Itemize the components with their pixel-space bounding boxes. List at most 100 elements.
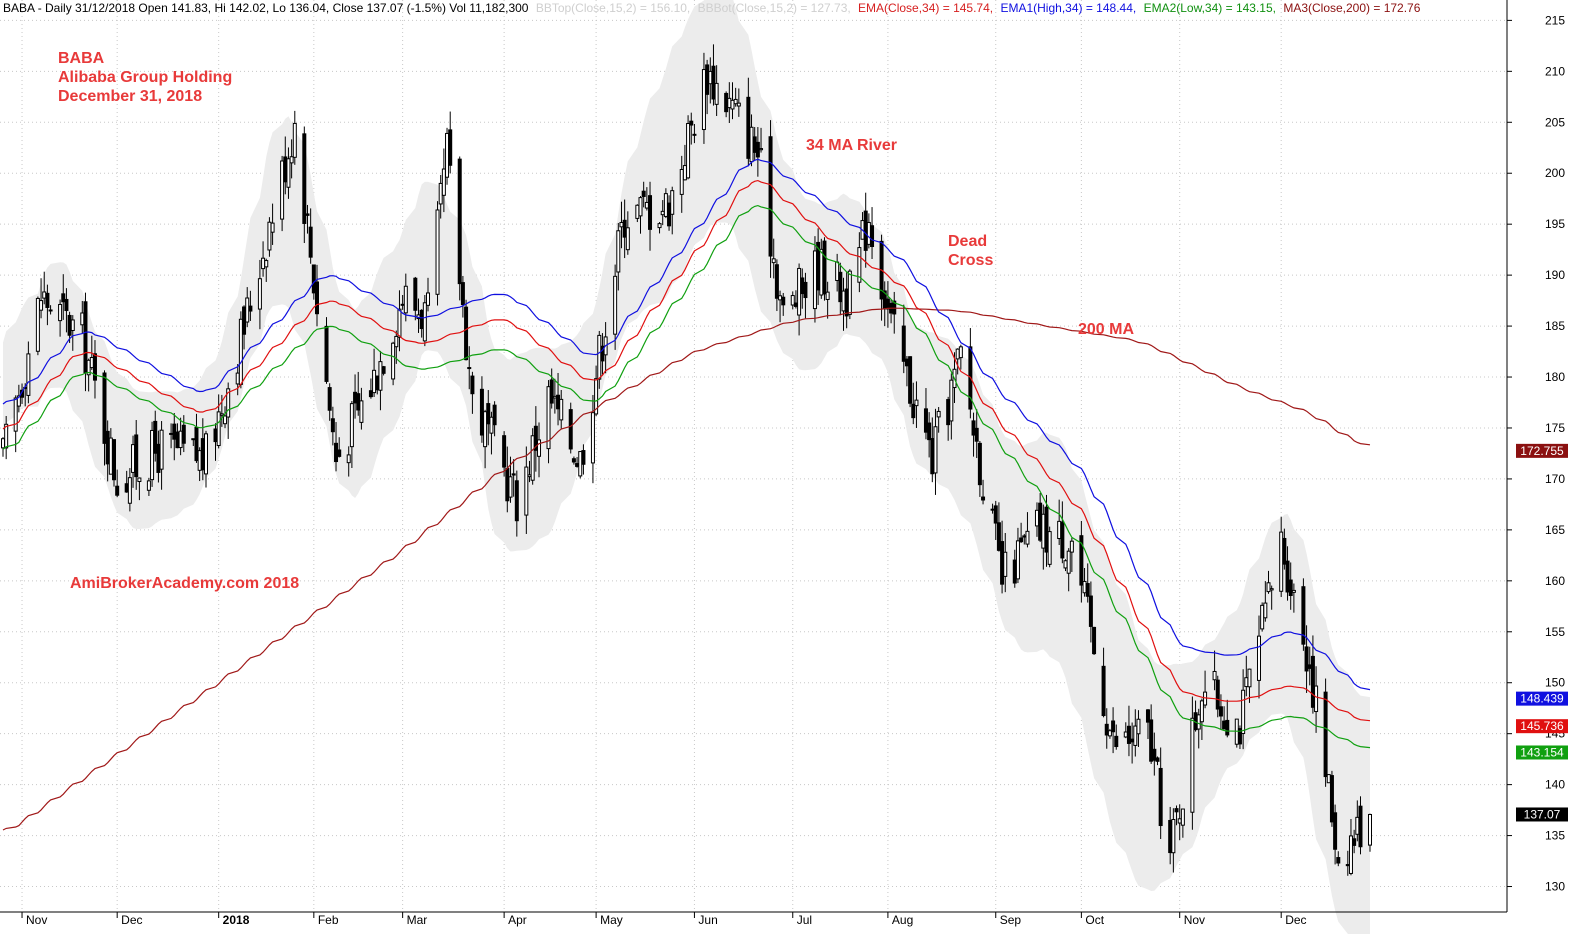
y-tick-label: 200 <box>1545 166 1565 180</box>
candle-body <box>927 422 932 441</box>
candle-body <box>445 132 450 178</box>
x-tick-label: Jul <box>797 913 812 927</box>
candle-body <box>749 126 754 163</box>
y-tick-label: 170 <box>1545 472 1565 486</box>
header-ema-high: EMA1(High,34) = 148.44, <box>1000 1 1136 15</box>
candle-body <box>549 379 554 404</box>
candle-body <box>1079 535 1084 586</box>
candle-body <box>660 210 665 216</box>
candle-body <box>1085 583 1090 597</box>
candle-body <box>682 165 687 181</box>
value-tag-label: 172.755 <box>1520 444 1564 458</box>
annotation-ma200: 200 MA <box>1078 321 1134 338</box>
candle-body <box>1352 838 1357 846</box>
candle-body <box>1019 537 1024 543</box>
candle-body <box>1034 509 1039 527</box>
candle-body <box>1066 550 1071 574</box>
candle-body <box>711 65 716 100</box>
candle-body <box>467 367 472 370</box>
x-tick-label: 2018 <box>223 913 250 927</box>
candle-body <box>1114 735 1119 748</box>
candle-body <box>841 290 846 312</box>
candle-body <box>724 92 729 113</box>
header-ema-low: EMA2(Low,34) = 143.15, <box>1144 1 1276 15</box>
candle-body <box>568 409 573 450</box>
candle-body <box>641 190 646 197</box>
candle-body <box>594 378 599 415</box>
candle-body <box>134 434 139 478</box>
candle-body <box>213 428 218 443</box>
candle-body <box>460 282 465 306</box>
candle-body <box>977 442 982 486</box>
candle-body <box>353 391 358 404</box>
candle-body <box>1196 714 1201 730</box>
candle-body <box>590 412 595 464</box>
candle-body <box>264 260 269 268</box>
candle-body <box>324 325 329 382</box>
candle-body <box>286 158 291 188</box>
candle-body <box>1130 738 1135 743</box>
candle-body <box>1279 531 1284 592</box>
candle-body <box>857 247 862 283</box>
candle-body <box>692 133 697 136</box>
candle-body <box>1212 670 1217 681</box>
candle-body <box>70 319 75 331</box>
value-tag-bg <box>1516 745 1568 760</box>
candle-body <box>67 314 72 336</box>
value-tag-bg <box>1516 719 1568 734</box>
candle-body <box>930 438 935 475</box>
candle-body <box>733 98 738 105</box>
y-tick-label: 165 <box>1545 523 1565 537</box>
candle-body <box>508 476 513 498</box>
candle-body <box>112 439 117 481</box>
candle-body <box>80 312 85 326</box>
candle-body <box>1104 723 1109 736</box>
candle-body <box>1069 540 1074 553</box>
candle-body <box>238 318 243 385</box>
candle-body <box>949 379 954 422</box>
candle-body <box>1269 588 1274 591</box>
header-ma200: MA3(Close,200) = 172.76 <box>1283 1 1420 15</box>
candle-body <box>13 397 18 432</box>
candle-body <box>375 375 380 391</box>
annotations: BABA Alibaba Group Holding December 31, … <box>58 50 1134 592</box>
candle-body <box>1323 691 1328 778</box>
candle-body <box>1145 709 1150 723</box>
candle-body <box>48 309 53 312</box>
candle-body <box>292 122 297 158</box>
candle-body <box>311 264 316 294</box>
candle-body <box>990 508 995 511</box>
y-tick-label: 150 <box>1545 676 1565 690</box>
candle-body <box>486 403 491 425</box>
candle-body <box>1345 864 1350 867</box>
candle-body <box>1333 812 1338 850</box>
candle-body <box>689 120 694 126</box>
candle-body <box>35 297 40 352</box>
candle-body <box>426 292 431 306</box>
candle-body <box>219 413 224 416</box>
candle-body <box>619 222 624 228</box>
candle-body <box>844 288 849 317</box>
candle-body <box>863 210 868 251</box>
ma200-line <box>2 307 1371 831</box>
candle-body <box>448 129 453 166</box>
time-axis: Nov Dec 2018 Feb Mar Apr May Jun Jul Aug Sep Oct Nov… <box>21 912 1307 927</box>
candle-body <box>996 522 1001 551</box>
value-tag-label: 148.439 <box>1520 692 1564 706</box>
candle-body <box>1152 748 1157 761</box>
candle-body <box>774 264 779 299</box>
candle-body <box>327 387 332 411</box>
candle-body <box>89 357 94 369</box>
candle-body <box>524 466 529 516</box>
header-bbbot: BBBot(Close,15,2) = 127.73, <box>698 1 851 15</box>
candle-body <box>419 309 424 330</box>
annotation-date: December 31, 2018 <box>58 88 202 105</box>
candle-body <box>1025 530 1030 545</box>
candle-body <box>901 325 906 362</box>
candle-body <box>1218 706 1223 717</box>
candle-body <box>1012 559 1017 584</box>
candle-body <box>470 375 475 395</box>
candle-body <box>115 485 120 496</box>
candle-body <box>235 372 240 385</box>
candle-body <box>1241 689 1246 735</box>
